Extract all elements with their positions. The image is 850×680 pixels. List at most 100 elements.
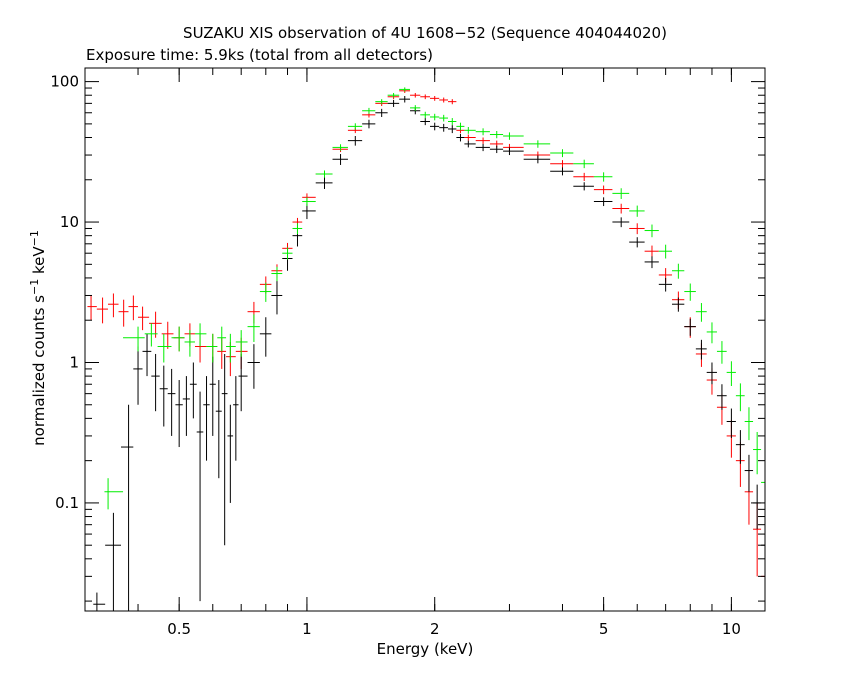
data-point bbox=[217, 326, 227, 352]
chart-title: SUZAKU XIS observation of 4U 1608−52 (Se… bbox=[183, 24, 667, 42]
data-point bbox=[104, 478, 124, 510]
data-point bbox=[142, 333, 152, 377]
data-point bbox=[215, 380, 222, 479]
data-point bbox=[456, 122, 465, 131]
data-point bbox=[456, 133, 465, 142]
data-point bbox=[716, 341, 727, 364]
data-point bbox=[196, 391, 204, 602]
y-axis-label-exp1: −1 bbox=[28, 279, 41, 295]
x-tick-label: 5 bbox=[599, 620, 609, 638]
data-point bbox=[375, 108, 388, 117]
data-point bbox=[695, 339, 707, 360]
data-point bbox=[523, 155, 551, 164]
data-point bbox=[292, 223, 303, 235]
data-point bbox=[362, 107, 376, 114]
data-point bbox=[159, 365, 168, 427]
data-point bbox=[475, 137, 490, 144]
data-point bbox=[233, 376, 239, 461]
data-point bbox=[695, 303, 707, 322]
data-point bbox=[203, 376, 210, 461]
x-tick-label: 2 bbox=[430, 620, 440, 638]
ticks-layer: 0.5 1 2 5 10 0.1 1 10 100 bbox=[50, 68, 765, 638]
data-point bbox=[221, 353, 228, 546]
data-point bbox=[726, 408, 736, 438]
data-point bbox=[259, 282, 272, 302]
chart-subtitle: Exposure time: 5.9ks (total from all det… bbox=[86, 46, 433, 64]
data-point bbox=[447, 125, 457, 134]
data-point bbox=[761, 524, 766, 577]
data-point bbox=[429, 95, 440, 101]
data-point bbox=[271, 281, 283, 315]
data-point bbox=[387, 92, 400, 98]
data-point bbox=[182, 376, 190, 436]
data-point bbox=[573, 172, 594, 182]
data-point bbox=[753, 484, 762, 530]
data-point bbox=[593, 197, 613, 207]
data-point bbox=[644, 245, 659, 258]
data-point bbox=[137, 306, 150, 331]
data-point bbox=[658, 277, 673, 292]
data-point bbox=[593, 185, 613, 195]
y-axis-label: normalized counts s−1 keV−1 bbox=[28, 230, 48, 446]
data-point bbox=[429, 113, 440, 121]
data-point bbox=[644, 256, 659, 269]
data-point bbox=[420, 118, 430, 126]
y-tick-label: 0.1 bbox=[55, 494, 79, 512]
data-point bbox=[375, 99, 388, 105]
data-point bbox=[716, 384, 727, 410]
data-point bbox=[282, 247, 293, 260]
data-point bbox=[573, 159, 594, 169]
data-point bbox=[226, 333, 236, 363]
x-tick-label: 1 bbox=[302, 620, 312, 638]
data-point bbox=[550, 149, 574, 158]
data-point bbox=[238, 353, 248, 412]
data-point bbox=[503, 143, 524, 152]
data-point bbox=[151, 353, 160, 412]
series-2 bbox=[104, 87, 766, 517]
data-point bbox=[209, 356, 216, 436]
data-point bbox=[194, 333, 207, 363]
series-0 bbox=[87, 88, 766, 611]
data-point bbox=[315, 177, 333, 189]
data-point bbox=[399, 95, 411, 103]
data-point bbox=[475, 143, 490, 152]
data-point bbox=[489, 145, 504, 154]
data-point bbox=[429, 122, 440, 131]
data-point bbox=[447, 118, 457, 126]
data-point bbox=[302, 193, 316, 202]
data-point bbox=[302, 203, 316, 220]
y-axis-label-main: normalized counts s bbox=[30, 295, 48, 446]
data-point bbox=[226, 341, 236, 377]
data-point bbox=[503, 147, 524, 156]
data-point bbox=[271, 266, 283, 282]
data-point bbox=[550, 167, 574, 176]
data-point bbox=[447, 99, 457, 105]
data-point bbox=[684, 283, 696, 301]
data-point bbox=[105, 512, 121, 611]
data-point bbox=[523, 151, 551, 159]
y-axis-label-exp2: −1 bbox=[28, 230, 41, 246]
data-point bbox=[629, 237, 645, 248]
data-point bbox=[259, 317, 272, 357]
data-point bbox=[439, 123, 448, 132]
data-point bbox=[107, 293, 119, 318]
data-point bbox=[87, 295, 97, 321]
x-tick-label: 10 bbox=[722, 620, 741, 638]
data-point bbox=[706, 362, 717, 385]
data-point bbox=[420, 111, 430, 119]
data-point bbox=[629, 223, 645, 235]
data-point bbox=[175, 380, 183, 448]
data-point bbox=[735, 430, 745, 464]
y-tick-label: 100 bbox=[50, 73, 79, 91]
series-layer bbox=[87, 87, 766, 611]
data-point bbox=[475, 128, 490, 136]
data-point bbox=[247, 314, 260, 342]
data-point bbox=[315, 170, 333, 178]
y-tick-label: 10 bbox=[60, 213, 79, 231]
data-point bbox=[744, 407, 754, 441]
data-point bbox=[133, 346, 143, 405]
data-point bbox=[550, 160, 574, 168]
data-point bbox=[593, 172, 613, 182]
data-point bbox=[96, 297, 108, 324]
